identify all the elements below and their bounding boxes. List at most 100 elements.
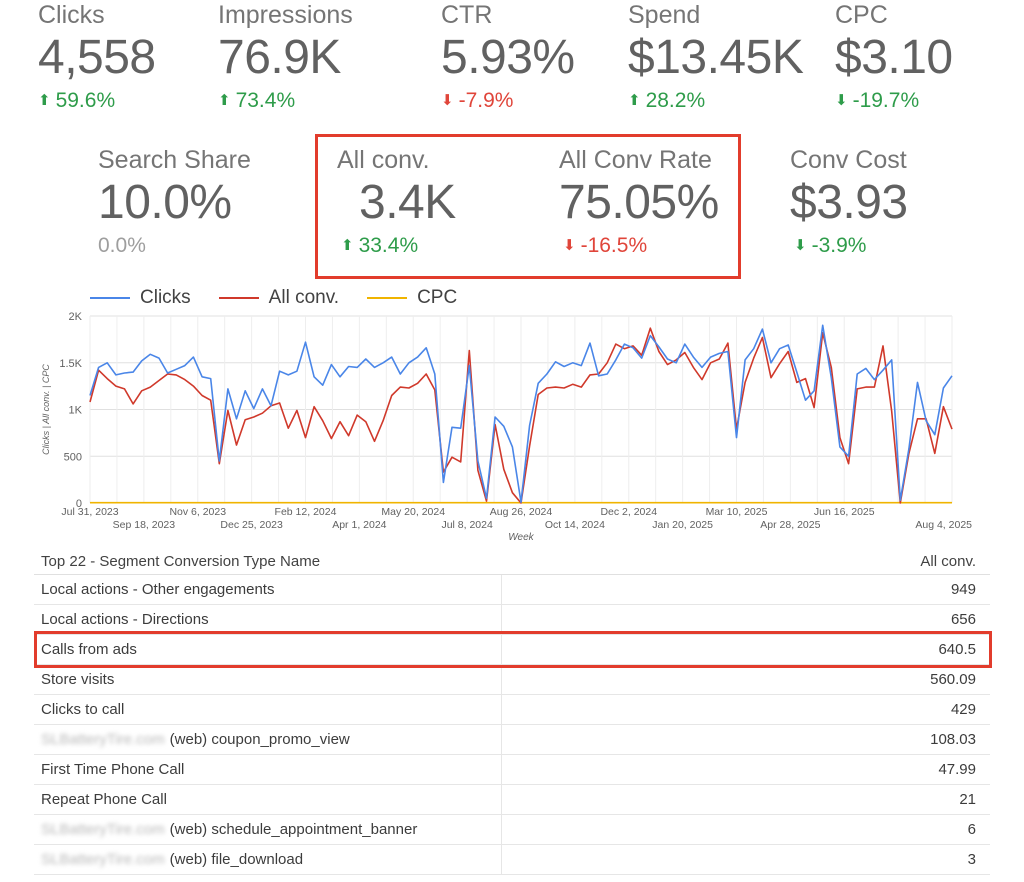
- table-cell-value: 47.99: [938, 761, 976, 778]
- kpi-delta-text: 28.2%: [645, 89, 706, 112]
- legend-swatch: [218, 297, 259, 299]
- kpi-delta-text: 59.6%: [55, 89, 116, 112]
- conversion-type-name: (web) file_download: [169, 851, 304, 868]
- table-title[interactable]: Top 22 - Segment Conversion Type Name: [41, 552, 321, 570]
- x-tick-label: Dec 25, 2023: [220, 519, 283, 531]
- x-tick-label: Sep 18, 2023: [113, 519, 176, 531]
- kpi-delta: ⬇ -19.7%: [835, 90, 953, 111]
- arrow-down-icon: ⬇: [835, 92, 848, 109]
- kpi-spend[interactable]: Spend $13.45K ⬆ 28.2%: [628, 1, 804, 112]
- table-row[interactable]: Clicks to call 429: [34, 695, 990, 725]
- kpi-label: Spend: [628, 1, 701, 29]
- x-tick-label: May 20, 2024: [381, 506, 445, 518]
- table-cell-name: First Time Phone Call: [34, 755, 502, 784]
- table-row[interactable]: Store visits 560.09: [34, 665, 990, 695]
- kpi-delta: ⬆ 59.6%: [38, 90, 156, 111]
- kpi-impressions[interactable]: Impressions 76.9K ⬆ 73.4%: [218, 3, 353, 112]
- table-row[interactable]: Local actions - Other engagements 949: [34, 575, 990, 605]
- kpi-value: 10.0%: [98, 176, 232, 229]
- table-row[interactable]: SLBatteryTire.com (web) file_download 3: [34, 845, 990, 875]
- table-cell-value: 3: [967, 851, 976, 868]
- table-cell-name: SLBatteryTire.com (web) schedule_appointm…: [34, 815, 502, 844]
- kpi-search-share[interactable]: Search Share 10.0% 0.0%: [98, 146, 251, 257]
- table-row[interactable]: Repeat Phone Call 21: [34, 785, 990, 815]
- legend-item-cpc[interactable]: CPC: [367, 287, 457, 309]
- conversion-type-name: Repeat Phone Call: [41, 791, 167, 808]
- time-series-chart[interactable]: 0 500 1K 1.5K 2K Jul 31, 2023 Nov 6, 2023 Feb 1…: [30, 308, 980, 546]
- table-cell-value: 949: [950, 581, 976, 598]
- arrow-down-icon: ⬇: [441, 92, 454, 109]
- conversion-type-name: Calls from ads: [41, 641, 137, 658]
- table-row[interactable]: Local actions - Directions 656: [34, 605, 990, 635]
- table-row[interactable]: Calls from ads 640.5: [34, 635, 990, 665]
- kpi-value: 3.4K: [359, 176, 456, 229]
- arrow-down-icon: ⬇: [794, 237, 807, 254]
- table-header: Top 22 - Segment Conversion Type Name Al…: [34, 548, 990, 575]
- x-axis-title: Week: [508, 532, 534, 543]
- legend-item-clicks[interactable]: Clicks: [90, 287, 191, 309]
- table-cell-value: 429: [950, 701, 976, 718]
- x-tick-label: Jan 20, 2025: [652, 519, 713, 531]
- kpi-value: $3.10: [835, 31, 953, 84]
- kpi-cpc[interactable]: CPC $3.10 ⬇ -19.7%: [835, 3, 953, 112]
- table-row[interactable]: SLBatteryTire.com (web) schedule_appointm…: [34, 815, 990, 845]
- y-axis-title: Clicks | All conv. | CPC: [41, 364, 51, 455]
- arrow-up-icon: ⬆: [341, 237, 354, 254]
- y-tick-label: 1.5K: [59, 358, 82, 370]
- x-tick-label: Nov 6, 2023: [169, 506, 226, 518]
- arrow-up-icon: ⬆: [38, 92, 51, 109]
- kpi-label: Clicks: [38, 1, 105, 29]
- kpi-all-conv-rate[interactable]: All Conv Rate 75.05% ⬇ -16.5%: [559, 146, 719, 257]
- redacted-domain: SLBatteryTire.com: [41, 851, 165, 868]
- kpi-label: All conv.: [337, 146, 430, 174]
- table-cell-name: Local actions - Other engagements: [34, 575, 502, 604]
- conversion-type-name: First Time Phone Call: [41, 761, 185, 778]
- kpi-delta: 0.0%: [98, 234, 146, 257]
- table-cell-name: SLBatteryTire.com (web) coupon_promo_view: [34, 725, 502, 754]
- kpi-label: All Conv Rate: [559, 146, 712, 174]
- series-line-all-conv: [89, 327, 953, 504]
- kpi-clicks[interactable]: Clicks 4,558 ⬆ 59.6%: [38, 1, 156, 112]
- legend-swatch: [90, 297, 130, 299]
- conversion-type-name: Local actions - Other engagements: [41, 581, 275, 598]
- x-tick-label: Oct 14, 2024: [545, 519, 605, 531]
- x-tick-label: Apr 28, 2025: [760, 519, 820, 531]
- redacted-domain: SLBatteryTire.com: [41, 821, 165, 838]
- kpi-delta-text: -3.9%: [811, 234, 867, 257]
- kpi-label: Search Share: [98, 146, 251, 174]
- table-cell-name: Clicks to call: [34, 695, 502, 724]
- kpi-delta: ⬆ 28.2%: [628, 90, 803, 111]
- kpi-delta: ⬆ 33.4%: [337, 235, 497, 256]
- kpi-delta: ⬆ 73.4%: [218, 90, 353, 111]
- table-cell-value: 108.03: [930, 731, 976, 748]
- kpi-value: 4,558: [38, 31, 156, 84]
- table-cell-name: Repeat Phone Call: [34, 785, 502, 814]
- x-tick-label: Aug 26, 2024: [490, 506, 553, 518]
- table-cell-value: 640.5: [938, 641, 976, 658]
- kpi-value: $3.93: [790, 176, 908, 229]
- table-value-header[interactable]: All conv.: [920, 552, 976, 570]
- kpi-value: $13.45K: [628, 31, 804, 84]
- legend-label: CPC: [417, 287, 458, 308]
- table-row[interactable]: First Time Phone Call 47.99: [34, 755, 990, 785]
- kpi-value: 5.93%: [441, 31, 575, 84]
- table-cell-value: 21: [959, 791, 976, 808]
- kpi-delta: ⬇ -7.9%: [441, 90, 575, 111]
- table-cell-value: 6: [967, 821, 976, 838]
- kpi-conv-cost[interactable]: Conv Cost $3.93 ⬇ -3.9%: [790, 146, 908, 257]
- y-tick-label: 1K: [69, 405, 83, 417]
- kpi-delta-text: 73.4%: [235, 89, 296, 112]
- kpi-all-conv[interactable]: All conv. 3.4K ⬆ 33.4%: [337, 146, 497, 257]
- y-tick-label: 0: [76, 498, 82, 510]
- table-cell-name: Store visits: [34, 665, 502, 694]
- kpi-label: Conv Cost: [790, 146, 907, 174]
- legend-item-all-conv[interactable]: All conv.: [218, 287, 340, 309]
- x-tick-label: Dec 2, 2024: [600, 506, 657, 518]
- kpi-delta: ⬇ -16.5%: [559, 235, 719, 256]
- x-tick-label: Aug 4, 2025: [915, 519, 972, 531]
- kpi-delta-text: -7.9%: [458, 89, 514, 112]
- x-tick-label: Mar 10, 2025: [706, 506, 768, 518]
- legend-label: All conv.: [268, 287, 340, 308]
- kpi-ctr[interactable]: CTR 5.93% ⬇ -7.9%: [441, 3, 575, 112]
- table-row[interactable]: SLBatteryTire.com (web) coupon_promo_view…: [34, 725, 990, 755]
